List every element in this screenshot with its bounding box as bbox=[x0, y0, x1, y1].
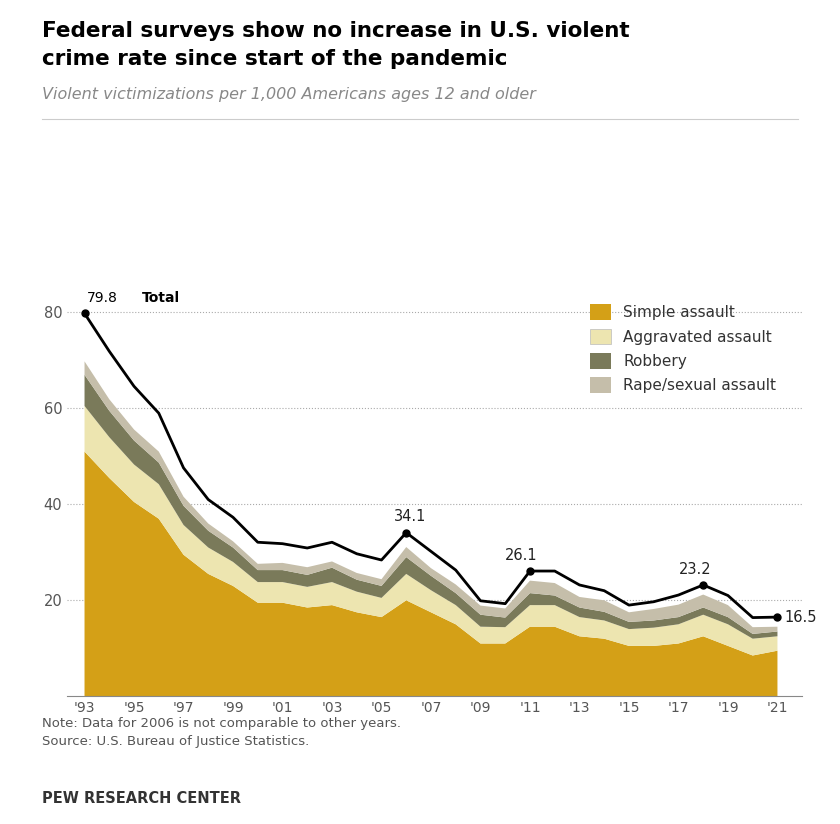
Text: Federal surveys show no increase in U.S. violent: Federal surveys show no increase in U.S.… bbox=[42, 21, 630, 40]
Text: PEW RESEARCH CENTER: PEW RESEARCH CENTER bbox=[42, 791, 241, 806]
Text: 79.8: 79.8 bbox=[87, 291, 118, 305]
Text: Source: U.S. Bureau of Justice Statistics.: Source: U.S. Bureau of Justice Statistic… bbox=[42, 735, 309, 748]
Legend: Simple assault, Aggravated assault, Robbery, Rape/sexual assault: Simple assault, Aggravated assault, Robb… bbox=[590, 304, 776, 393]
Text: Violent victimizations per 1,000 Americans ages 12 and older: Violent victimizations per 1,000 America… bbox=[42, 87, 536, 101]
Text: 16.5: 16.5 bbox=[785, 610, 817, 625]
Text: Total: Total bbox=[141, 291, 180, 305]
Text: crime rate since start of the pandemic: crime rate since start of the pandemic bbox=[42, 49, 507, 69]
Text: 23.2: 23.2 bbox=[679, 562, 711, 577]
Text: Note: Data for 2006 is not comparable to other years.: Note: Data for 2006 is not comparable to… bbox=[42, 717, 401, 730]
Text: 26.1: 26.1 bbox=[505, 548, 538, 563]
Text: 34.1: 34.1 bbox=[394, 508, 426, 523]
